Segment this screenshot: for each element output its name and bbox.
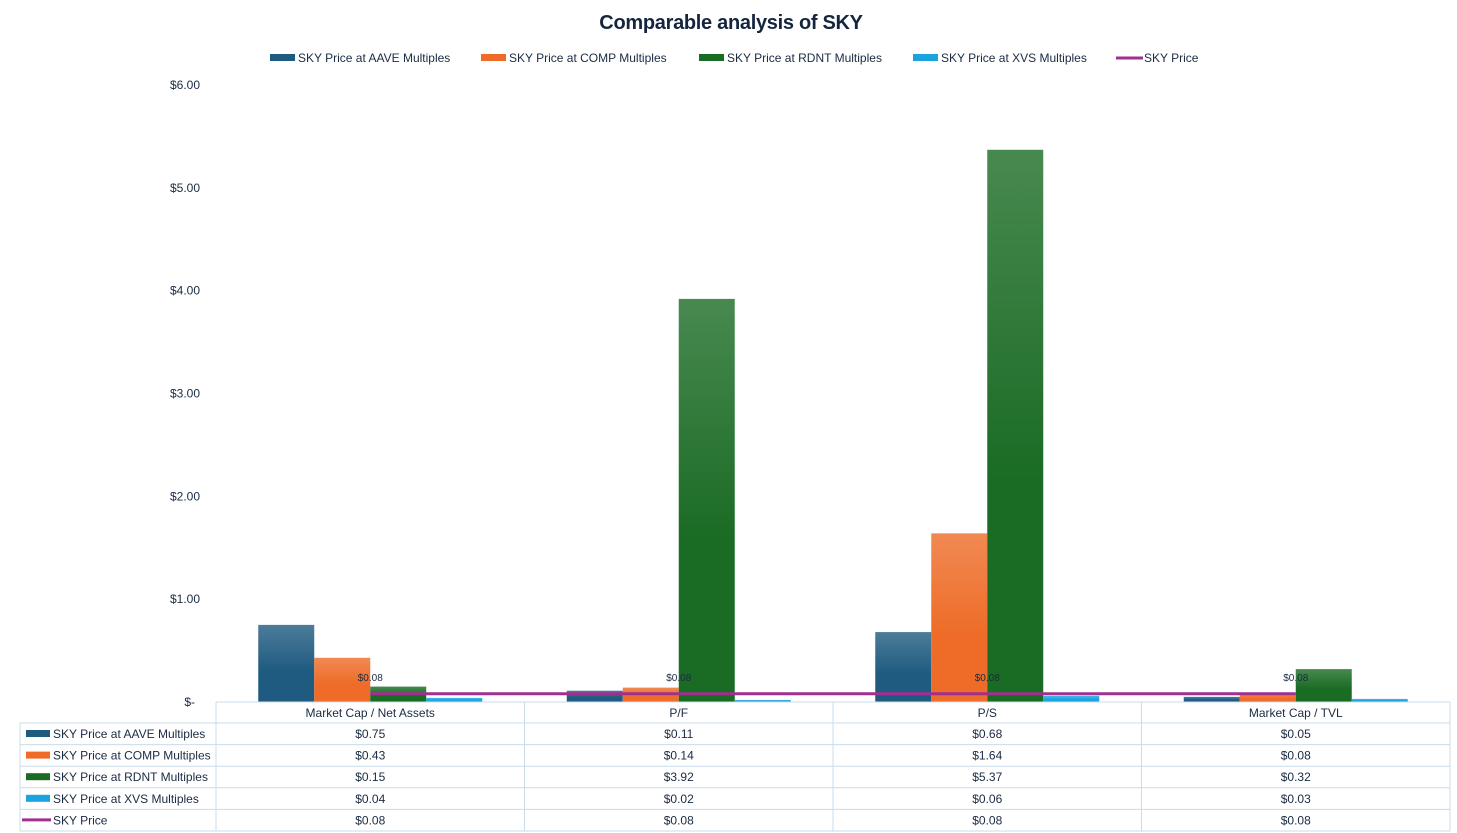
table-cell: $0.03 <box>1281 792 1311 806</box>
table-cell: $3.92 <box>664 770 694 784</box>
sky-price-data-label: $0.08 <box>358 673 383 684</box>
y-tick-label: $2.00 <box>170 489 200 503</box>
chart-title: Comparable analysis of SKY <box>599 12 863 34</box>
table-cell: $0.14 <box>664 749 694 763</box>
bar-sky-price-at-comp-multiples-3 <box>1239 693 1296 702</box>
table-cell: $0.08 <box>664 813 694 827</box>
table-legend-key-2 <box>26 773 50 781</box>
legend-label-3: SKY Price at XVS Multiples <box>941 51 1087 65</box>
y-tick-label: $3.00 <box>170 387 200 401</box>
bar-sky-price-at-xvs-multiples-2 <box>1043 695 1100 702</box>
legend-swatch-2 <box>699 54 724 61</box>
bar-sky-price-at-aave-multiples-2 <box>875 632 932 702</box>
table-cell: $0.08 <box>1281 813 1311 827</box>
y-tick-label: $4.00 <box>170 284 200 298</box>
bar-sky-price-at-aave-multiples-0 <box>258 624 315 702</box>
y-tick-label: $5.00 <box>170 181 200 195</box>
table-cell: $0.32 <box>1281 770 1311 784</box>
table-header-cell: Market Cap / TVL <box>1249 706 1343 720</box>
table-cell: $0.06 <box>972 792 1002 806</box>
table-row-label: SKY Price at COMP Multiples <box>53 749 211 763</box>
legend: SKY Price at AAVE Multiples SKY Price at … <box>270 51 1199 65</box>
bar-sky-price-at-xvs-multiples-3 <box>1351 698 1408 702</box>
y-tick-label: $1.00 <box>170 592 200 606</box>
sky-price-line: $0.08 $0.08 $0.08 $0.08 <box>358 673 1309 696</box>
table-header-cell: Market Cap / Net Assets <box>306 706 435 720</box>
bar-sky-price-at-aave-multiples-1 <box>566 690 623 702</box>
y-axis: $- $1.00 $2.00 $3.00 $4.00 $5.00 $6.00 <box>170 78 200 709</box>
legend-swatch-0 <box>270 54 295 61</box>
legend-swatch-1 <box>481 54 506 61</box>
table-row-label: SKY Price at XVS Multiples <box>53 792 199 806</box>
table-legend-key-0 <box>26 730 50 737</box>
table-cell: $0.68 <box>972 727 1002 741</box>
bar-sky-price-at-rdnt-multiples-1 <box>678 298 735 702</box>
table-cell: $0.08 <box>972 813 1002 827</box>
table-cell: $0.08 <box>355 813 385 827</box>
bar-sky-price-at-rdnt-multiples-2 <box>987 149 1044 702</box>
legend-label-4: SKY Price <box>1144 51 1199 65</box>
bars <box>258 149 1408 702</box>
table-cell: $0.11 <box>664 727 693 741</box>
sky-price-data-label: $0.08 <box>666 673 691 684</box>
y-tick-label: $- <box>184 695 195 709</box>
legend-label-0: SKY Price at AAVE Multiples <box>298 51 450 65</box>
table-row-label: SKY Price at AAVE Multiples <box>53 727 205 741</box>
table-cell: $0.15 <box>355 770 385 784</box>
table-cell: $0.05 <box>1281 727 1311 741</box>
table-cell: $0.43 <box>355 749 385 763</box>
bar-sky-price-at-rdnt-multiples-3 <box>1295 669 1352 702</box>
sky-price-data-label: $0.08 <box>1283 673 1308 684</box>
data-table: Market Cap / Net Assets P/F P/S Market Cap … <box>19 701 1451 832</box>
sky-price-data-label: $0.08 <box>975 673 1000 684</box>
table-cell: $0.02 <box>664 792 694 806</box>
bar-sky-price-at-aave-multiples-3 <box>1183 696 1240 702</box>
table-header-cell: P/F <box>669 706 688 720</box>
table-cell: $0.04 <box>355 792 385 806</box>
table-legend-key-1 <box>26 751 50 759</box>
table-header-cell: P/S <box>978 706 997 720</box>
table-legend-key-3 <box>26 794 50 802</box>
table-cell: $5.37 <box>972 770 1002 784</box>
table-row-label: SKY Price <box>53 813 108 827</box>
legend-label-1: SKY Price at COMP Multiples <box>509 51 667 65</box>
bar-sky-price-at-xvs-multiples-1 <box>734 699 791 702</box>
bar-sky-price-at-comp-multiples-2 <box>931 533 988 702</box>
table-cell: $0.08 <box>1281 749 1311 763</box>
legend-label-2: SKY Price at RDNT Multiples <box>727 51 882 65</box>
bar-sky-price-at-comp-multiples-0 <box>314 657 371 702</box>
y-tick-label: $6.00 <box>170 78 200 92</box>
table-cell: $1.64 <box>972 749 1002 763</box>
legend-swatch-3 <box>913 54 938 61</box>
table-cell: $0.75 <box>355 727 385 741</box>
table-row-label: SKY Price at RDNT Multiples <box>53 770 208 784</box>
bar-sky-price-at-xvs-multiples-0 <box>426 697 483 702</box>
